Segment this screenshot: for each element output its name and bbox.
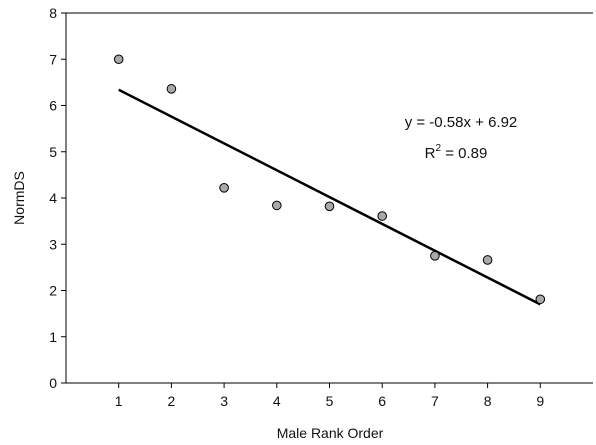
data-points <box>113 54 546 305</box>
y-tick-label: 3 <box>49 236 57 252</box>
x-tick-label: 5 <box>326 393 334 409</box>
y-tick-label: 2 <box>49 283 57 299</box>
data-point <box>166 84 177 94</box>
data-point <box>535 294 546 305</box>
data-point <box>377 211 388 221</box>
y-tick-label: 8 <box>49 5 57 21</box>
x-tick-label: 7 <box>431 393 439 409</box>
y-tick-label: 0 <box>49 375 57 391</box>
x-tick-label: 1 <box>115 393 123 409</box>
x-axis-ticks: 1 2 3 4 5 6 7 8 9 <box>115 383 544 409</box>
x-tick-label: 8 <box>484 393 492 409</box>
x-tick-label: 9 <box>536 393 544 409</box>
regression-line <box>118 88 541 306</box>
x-tick-label: 4 <box>273 393 281 409</box>
regression-equation: y = -0.58x + 6.92 <box>405 114 518 131</box>
plot-frame-axes <box>65 12 593 384</box>
y-tick-label: 5 <box>49 144 57 160</box>
y-tick-label: 4 <box>49 190 57 206</box>
data-point <box>113 54 124 65</box>
r-squared-value: = 0.89 <box>441 145 487 162</box>
x-tick-label: 2 <box>168 393 176 409</box>
y-tick-label: 7 <box>49 51 57 67</box>
r-squared-label: R2 = 0.89 <box>425 143 488 162</box>
data-point <box>324 201 335 212</box>
x-tick-label: 6 <box>378 393 386 409</box>
r-squared-superscript: 2 <box>435 143 441 154</box>
r-squared-symbol: R <box>425 145 436 162</box>
y-axis-ticks: 0 1 2 3 4 5 6 7 8 <box>49 5 66 391</box>
x-tick-label: 3 <box>220 393 228 409</box>
data-point <box>219 183 229 193</box>
y-tick-label: 6 <box>49 98 57 114</box>
y-axis-label: NormDS <box>11 171 27 225</box>
data-point <box>430 251 440 261</box>
data-point <box>272 200 282 211</box>
x-axis-label: Male Rank Order <box>277 425 384 441</box>
y-tick-label: 1 <box>49 329 57 345</box>
data-point <box>482 255 493 265</box>
